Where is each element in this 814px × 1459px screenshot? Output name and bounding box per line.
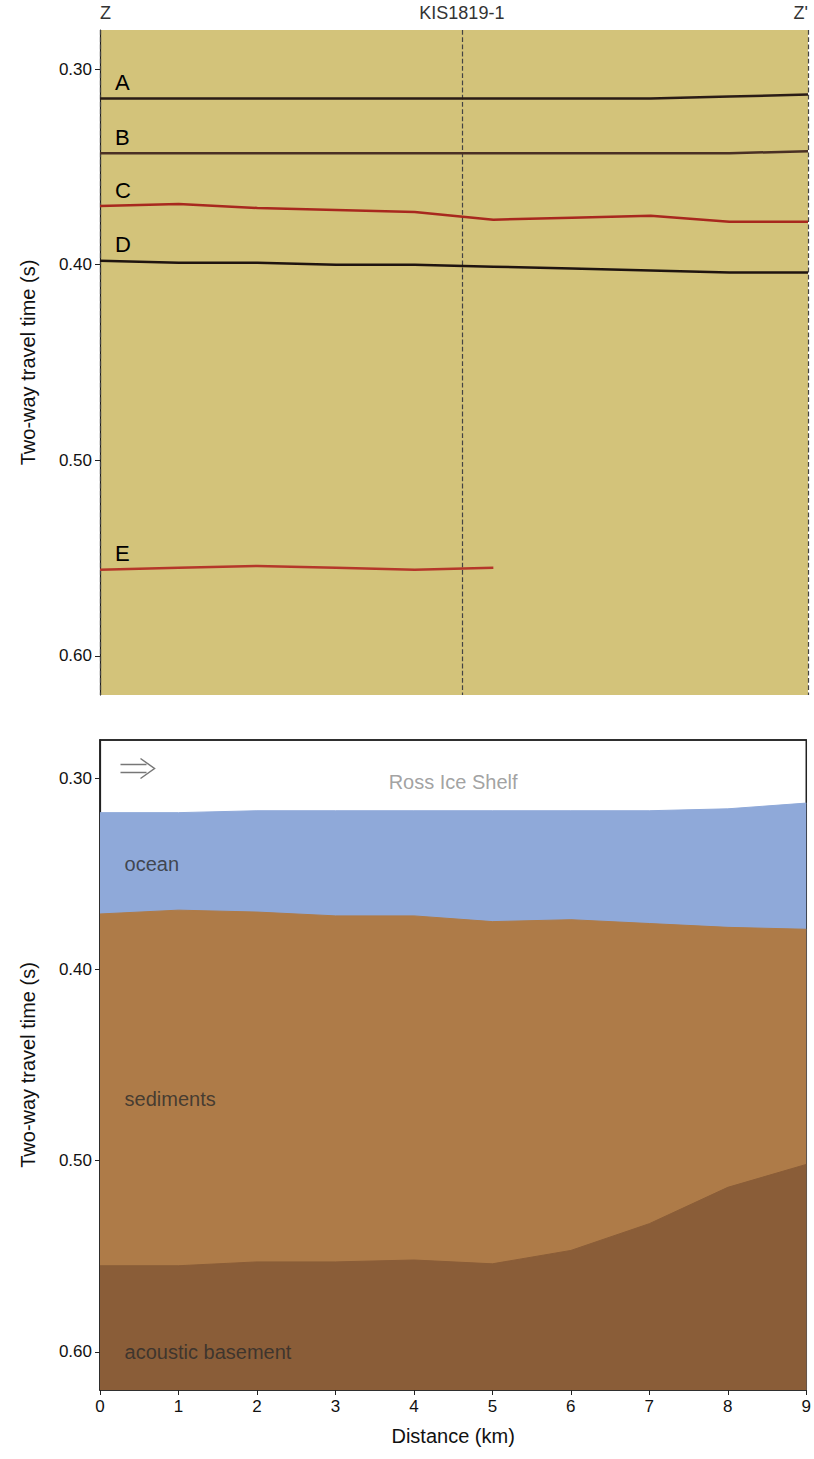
svg-text:Ross Ice Shelf: Ross Ice Shelf	[389, 771, 518, 793]
svg-text:sediments: sediments	[125, 1088, 216, 1110]
svg-text:Z: Z	[100, 3, 111, 23]
svg-text:4: 4	[409, 1397, 418, 1416]
svg-text:Distance (km): Distance (km)	[391, 1425, 514, 1447]
svg-text:A: A	[115, 70, 130, 95]
svg-text:8: 8	[723, 1397, 732, 1416]
svg-text:0.40: 0.40	[59, 960, 92, 979]
svg-text:0.50: 0.50	[59, 451, 92, 470]
svg-text:0.30: 0.30	[59, 60, 92, 79]
svg-text:0.40: 0.40	[59, 255, 92, 274]
svg-text:E: E	[115, 541, 130, 566]
svg-text:5: 5	[488, 1397, 497, 1416]
svg-text:0: 0	[95, 1397, 104, 1416]
svg-text:0.60: 0.60	[59, 1342, 92, 1361]
svg-text:7: 7	[645, 1397, 654, 1416]
svg-text:1: 1	[174, 1397, 183, 1416]
svg-text:D: D	[115, 232, 131, 257]
svg-text:B: B	[115, 125, 130, 150]
svg-text:Z': Z'	[794, 3, 808, 23]
svg-text:0.50: 0.50	[59, 1151, 92, 1170]
svg-text:Two-way travel time (s): Two-way travel time (s)	[17, 260, 39, 466]
svg-text:3: 3	[331, 1397, 340, 1416]
svg-text:Two-way travel time (s): Two-way travel time (s)	[17, 962, 39, 1168]
svg-text:0.30: 0.30	[59, 769, 92, 788]
svg-text:ocean: ocean	[125, 853, 180, 875]
svg-text:C: C	[115, 178, 131, 203]
svg-text:acoustic basement: acoustic basement	[125, 1341, 292, 1363]
svg-text:0.60: 0.60	[59, 646, 92, 665]
svg-text:2: 2	[252, 1397, 261, 1416]
svg-text:9: 9	[802, 1397, 811, 1416]
svg-text:KIS1819-1: KIS1819-1	[419, 3, 504, 23]
svg-text:6: 6	[566, 1397, 575, 1416]
